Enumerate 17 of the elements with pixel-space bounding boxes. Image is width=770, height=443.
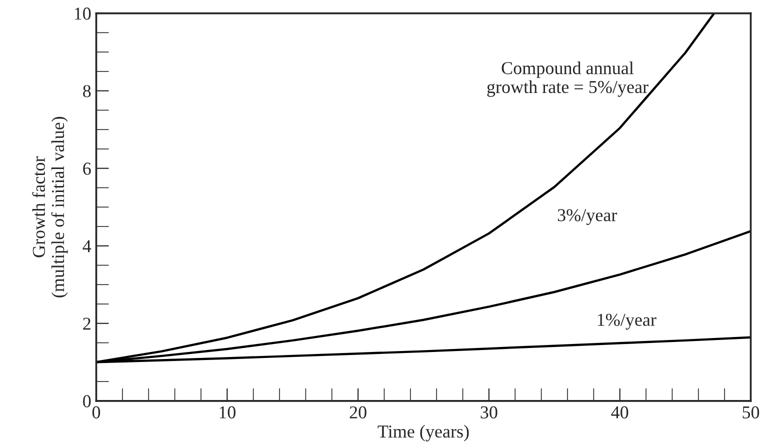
- y-tick-label: 8: [83, 85, 91, 98]
- x-tick-label: 50: [742, 406, 760, 418]
- y-tick-label: 0: [83, 395, 91, 408]
- y-tick-label: 2: [83, 318, 90, 330]
- x-tick-label: 0: [92, 406, 100, 418]
- annotation: 3%/year: [558, 209, 618, 225]
- x-tick-label: 30: [480, 406, 498, 418]
- annotation: Compound annual growth rate = 5%/year: [487, 62, 648, 97]
- x-tick-label: 10: [220, 406, 236, 418]
- y-tick-label: 10: [74, 8, 91, 20]
- x-tick-label: 20: [350, 406, 366, 418]
- annotation: 1%/year: [598, 314, 656, 330]
- x-tick-label: 40: [611, 406, 628, 418]
- y-tick-label: 6: [83, 162, 91, 175]
- y-tick-label: 4: [82, 240, 92, 252]
- x-axis-title: Time (years): [378, 424, 469, 442]
- y-axis-title: Growth factor (multiple of initial value): [32, 116, 68, 298]
